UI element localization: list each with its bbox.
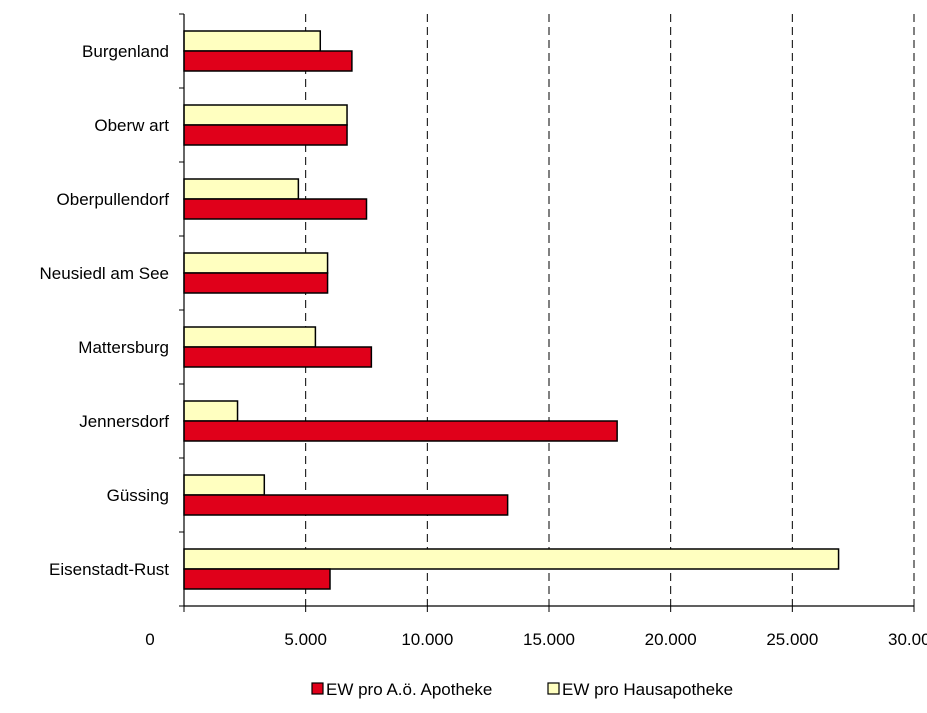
category-label: Oberpullendorf: [57, 190, 170, 209]
bar-apotheke: [183, 50, 353, 72]
bar-hausapotheke: [183, 104, 348, 126]
legend-swatch-hausapotheke: [547, 682, 560, 695]
bar-hausapotheke: [183, 178, 300, 200]
x-tick-label: 15.000: [523, 630, 575, 649]
bar-apotheke: [183, 198, 368, 220]
bars: [183, 30, 840, 590]
bar-hausapotheke: [183, 548, 840, 570]
legend-swatch-apotheke: [311, 682, 324, 695]
bar-apotheke: [183, 272, 329, 294]
bar-hausapotheke: [183, 252, 329, 274]
category-label: Neusiedl am See: [40, 264, 169, 283]
bar-apotheke: [183, 420, 618, 442]
bar-hausapotheke: [183, 30, 322, 52]
axes: [179, 13, 915, 612]
bar-apotheke: [183, 568, 331, 590]
bar-apotheke: [183, 124, 348, 146]
tick-labels: 0 5.000 10.000 15.000 20.000 25.000 30.000: [145, 630, 927, 649]
category-label: Oberw art: [94, 116, 169, 135]
category-label: Güssing: [107, 486, 169, 505]
x-tick-label: 0: [145, 630, 154, 649]
bar-apotheke: [183, 346, 373, 368]
category-label: Burgenland: [82, 42, 169, 61]
category-label: Mattersburg: [78, 338, 169, 357]
x-tick-label: 30.000: [888, 630, 927, 649]
legend-label-apotheke: EW pro A.ö. Apotheke: [326, 680, 492, 699]
gridlines: [305, 14, 915, 606]
bar-hausapotheke: [183, 326, 317, 348]
bar-hausapotheke: [183, 474, 266, 496]
bar-hausapotheke: [183, 400, 239, 422]
x-tick-label: 20.000: [645, 630, 697, 649]
legend: EW pro A.ö. Apotheke EW pro Hausapotheke: [311, 680, 733, 699]
category-labels: Burgenland Oberw art Oberpullendorf Neusied…: [40, 42, 170, 579]
x-tick-label: 5.000: [284, 630, 327, 649]
category-label: Eisenstadt-Rust: [49, 560, 169, 579]
category-label: Jennersdorf: [79, 412, 169, 431]
bar-apotheke: [183, 494, 509, 516]
legend-label-hausapotheke: EW pro Hausapotheke: [562, 680, 733, 699]
x-tick-label: 25.000: [766, 630, 818, 649]
x-tick-label: 10.000: [401, 630, 453, 649]
